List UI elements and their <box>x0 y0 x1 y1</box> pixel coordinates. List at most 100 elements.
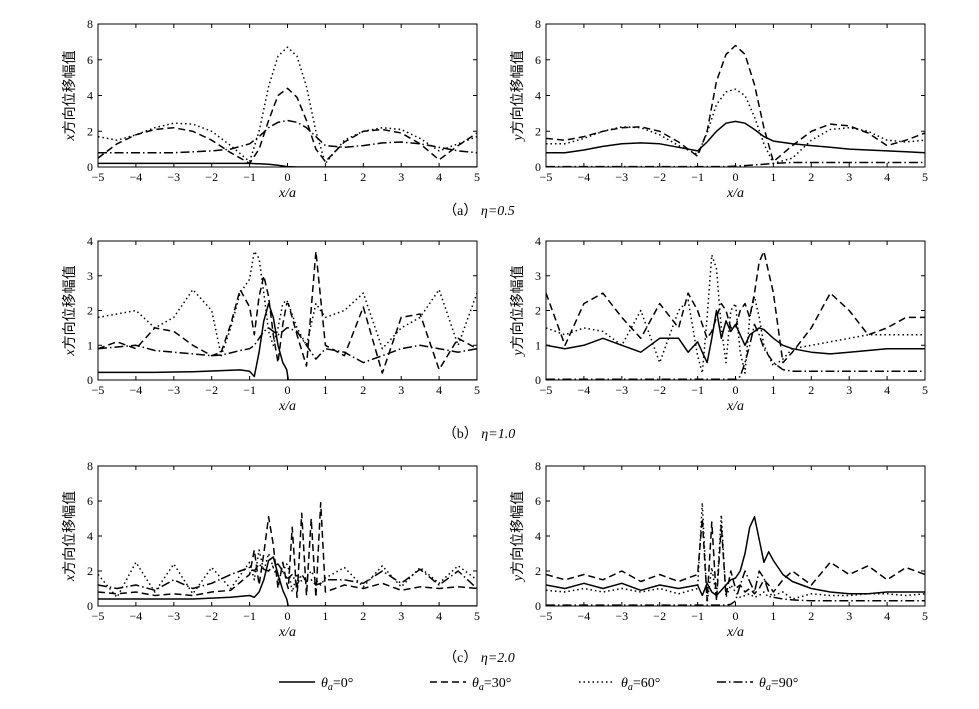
series-line-dash <box>98 87 477 165</box>
series-line-dash <box>98 502 477 599</box>
panel-b-x: −5 −4 −3 −2 −1 0 1 2 3 4 5 0 1 2 3 4 x/a x方向位移幅值 <box>62 234 480 414</box>
y-tick-label: 2 <box>87 124 93 138</box>
x-tick-label: 0 <box>285 383 291 397</box>
x-tick-label: 2 <box>808 383 814 397</box>
series-line-dashdot <box>546 570 925 606</box>
x-tick-label: −2 <box>205 609 218 623</box>
x-tick-label: −2 <box>205 170 218 184</box>
x-tick-label: −4 <box>578 170 591 184</box>
y-tick-label: 8 <box>87 459 93 473</box>
x-tick-label: −2 <box>653 170 666 184</box>
x-tick-label: 1 <box>322 383 328 397</box>
x-tick-label: 0 <box>285 170 291 184</box>
x-tick-label: 1 <box>322 170 328 184</box>
y-tick-label: 6 <box>87 494 93 508</box>
y-axis-label: y方向位移幅值 <box>510 265 526 357</box>
y-tick-label: 2 <box>535 564 541 578</box>
x-tick-label: −3 <box>615 383 628 397</box>
y-tick-label: 1 <box>535 338 541 352</box>
x-tick-label: 2 <box>360 383 366 397</box>
y-tick-label: 2 <box>535 304 541 318</box>
x-tick-label: 3 <box>846 609 852 623</box>
x-tick-label: 4 <box>884 609 890 623</box>
panel-caption: （c） η=2.0 <box>443 650 515 666</box>
x-tick-label: 0 <box>733 170 739 184</box>
legend-entry: θa=0° <box>321 676 353 693</box>
y-tick-label: 4 <box>87 89 93 103</box>
x-tick-label: −5 <box>92 383 105 397</box>
y-tick-label: 0 <box>535 160 541 174</box>
y-tick-label: 0 <box>87 599 93 613</box>
series-line-dot <box>546 502 925 604</box>
y-tick-label: 2 <box>535 124 541 138</box>
x-tick-label: −2 <box>653 383 666 397</box>
y-tick-label: 0 <box>535 373 541 387</box>
x-tick-label: 4 <box>436 609 442 623</box>
x-tick-label: −1 <box>243 609 256 623</box>
x-tick-label: 3 <box>846 383 852 397</box>
series-line-dot <box>546 254 925 374</box>
y-axis-label: x方向位移幅值 <box>62 265 78 356</box>
x-tick-label: 3 <box>846 170 852 184</box>
legend-entry: θa=90° <box>759 676 798 693</box>
series-line-dash <box>546 250 925 364</box>
x-tick-label: 4 <box>884 383 890 397</box>
plot-panels: −5 −4 −3 −2 −1 0 1 2 3 4 5 0 2 4 6 8 x/a x方向位移幅值 −5 −4 −3 −2 −… <box>62 17 928 640</box>
x-tick-label: 2 <box>360 170 366 184</box>
x-tick-label: 5 <box>922 170 928 184</box>
series-line-dot <box>546 88 925 165</box>
series-line-solid <box>546 120 925 154</box>
series-line-dash <box>546 44 925 163</box>
y-tick-label: 4 <box>535 234 541 248</box>
x-tick-label: −1 <box>691 383 704 397</box>
axes-frame <box>97 240 478 381</box>
y-tick-label: 2 <box>87 304 93 318</box>
series-line-dashdot <box>98 563 477 592</box>
x-tick-label: −5 <box>92 170 105 184</box>
x-tick-label: −3 <box>615 609 628 623</box>
x-tick-label: −2 <box>653 609 666 623</box>
x-tick-label: 5 <box>474 609 480 623</box>
x-tick-label: −3 <box>615 170 628 184</box>
x-axis-label: x/a <box>726 625 744 640</box>
x-tick-label: −1 <box>243 170 256 184</box>
x-tick-label: −5 <box>540 170 553 184</box>
axes-frame <box>545 465 926 607</box>
y-tick-label: 3 <box>535 269 541 283</box>
x-tick-label: 5 <box>474 170 480 184</box>
x-tick-label: −5 <box>540 609 553 623</box>
y-tick-label: 0 <box>535 599 541 613</box>
y-tick-label: 6 <box>87 53 93 67</box>
x-tick-label: 0 <box>733 383 739 397</box>
y-tick-label: 0 <box>87 373 93 387</box>
y-tick-label: 4 <box>535 89 541 103</box>
y-tick-label: 2 <box>87 564 93 578</box>
series-line-solid <box>98 302 477 380</box>
y-tick-label: 0 <box>87 160 93 174</box>
panel-c-x: −5 −4 −3 −2 −1 0 1 2 3 4 5 0 2 4 6 8 x/a x方向位移幅值 <box>62 459 480 640</box>
y-axis-label: y方向位移幅值 <box>510 50 526 142</box>
panel-c-y: −5 −4 −3 −2 −1 0 1 2 3 4 5 0 2 4 6 8 x/a y方向位移幅值 <box>510 459 928 640</box>
y-tick-label: 6 <box>535 53 541 67</box>
series-line-dash <box>98 250 477 374</box>
x-tick-label: −1 <box>243 383 256 397</box>
x-axis-label: x/a <box>278 625 296 640</box>
series-line-dashdot <box>98 119 477 154</box>
legend-entry: θa=60° <box>621 676 660 693</box>
panel-caption: （a） η=0.5 <box>443 203 515 219</box>
x-tick-label: −4 <box>130 170 143 184</box>
x-tick-label: 1 <box>770 609 776 623</box>
y-tick-label: 8 <box>535 17 541 31</box>
x-tick-label: 0 <box>733 609 739 623</box>
x-tick-label: −4 <box>578 609 591 623</box>
y-axis-label: x方向位移幅值 <box>62 50 78 141</box>
y-axis-label: y方向位移幅值 <box>510 491 526 583</box>
x-tick-label: 1 <box>770 383 776 397</box>
panel-a-x: −5 −4 −3 −2 −1 0 1 2 3 4 5 0 2 4 6 8 x/a x方向位移幅值 <box>62 17 480 201</box>
y-tick-label: 4 <box>87 234 93 248</box>
x-tick-label: −2 <box>205 383 218 397</box>
axes-frame <box>97 23 478 168</box>
x-tick-label: 5 <box>922 609 928 623</box>
x-tick-label: −4 <box>130 609 143 623</box>
